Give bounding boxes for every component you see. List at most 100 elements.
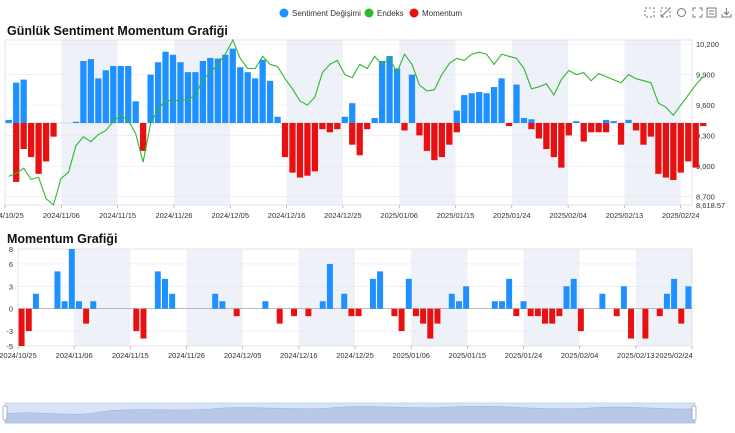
x-tick-label: 2025/01/24	[493, 211, 531, 220]
momentum-bar	[550, 123, 557, 158]
momentum-positive-bar	[491, 301, 498, 309]
momentum-negative-bar	[628, 308, 635, 339]
momentum-bar	[401, 123, 408, 131]
momentum-bar	[588, 123, 595, 133]
momentum-bar	[140, 123, 147, 151]
slider-preview-area	[4, 405, 696, 424]
sentiment-bar	[87, 59, 95, 123]
momentum-negative-bar	[534, 308, 541, 317]
momentum-bar	[35, 123, 42, 174]
momentum-positive-bar	[377, 271, 384, 309]
momentum-positive-bar	[154, 271, 161, 309]
data-zoom-slider[interactable]	[2, 402, 697, 424]
chart2-band	[411, 249, 468, 346]
y-right-tick-label: 8,618.57	[696, 201, 725, 210]
momentum-positive-bar	[341, 293, 348, 309]
momentum-negative-bar	[305, 308, 312, 317]
x-tick-label: 2024/11/15	[99, 211, 136, 220]
y-right-tick-label: 8,700	[696, 193, 715, 202]
sentiment-bar	[528, 119, 535, 123]
momentum-negative-bar	[18, 308, 25, 346]
momentum-bar	[296, 123, 304, 178]
save-image-icon[interactable]	[721, 8, 732, 18]
x-tick-label: 2025/02/24	[662, 211, 700, 220]
toolbar	[644, 7, 732, 18]
momentum-bar	[349, 123, 356, 145]
legend-item-index[interactable]: Endeks	[364, 8, 404, 19]
sentiment-bar	[483, 93, 490, 123]
momentum-negative-bar	[355, 308, 362, 317]
momentum-bar	[453, 123, 460, 133]
x-tick-label: 2024/12/25	[336, 351, 374, 360]
momentum-positive-bar	[32, 293, 39, 309]
momentum-negative-bar	[678, 308, 685, 324]
legend[interactable]: Sentiment Değişimi Endeks Momentum	[279, 8, 463, 19]
sentiment-bar	[520, 118, 528, 123]
sentiment-bar	[259, 59, 266, 123]
slider-handle-left[interactable]	[2, 405, 8, 421]
x-tick-label: 2025/01/06	[380, 211, 418, 220]
data-view-icon[interactable]	[706, 7, 717, 18]
momentum-positive-bar	[671, 278, 678, 309]
momentum-negative-bar	[513, 308, 520, 317]
slider-handle-right[interactable]	[691, 405, 697, 421]
x-tick-label: 2024/11/26	[155, 211, 192, 220]
momentum-bar	[446, 123, 453, 145]
x-tick-label: 2024/10/25	[0, 211, 24, 220]
sentiment-bar	[468, 93, 475, 123]
zoom-reset-icon[interactable]	[660, 7, 671, 18]
sentiment-bar	[371, 118, 378, 123]
momentum-positive-bar	[54, 271, 61, 309]
legend-item-momentum[interactable]: Momentum	[409, 8, 463, 19]
momentum-negative-bar	[276, 308, 283, 324]
x-tick-label: 2024/12/16	[268, 211, 306, 220]
x-tick-label: 2024/11/06	[56, 351, 93, 360]
y-tick-label: 3	[9, 282, 13, 291]
zoom-icon[interactable]	[644, 7, 655, 18]
momentum-negative-bar	[391, 308, 398, 317]
x-tick-label: 2024/11/06	[43, 211, 80, 220]
restore-icon[interactable]	[677, 8, 686, 17]
sentiment-bar	[13, 82, 20, 123]
momentum-bar	[640, 123, 647, 145]
momentum-positive-bar	[599, 293, 606, 309]
sentiment-bar	[20, 79, 27, 123]
legend-momentum-label: Momentum	[422, 9, 462, 18]
sentiment-bar	[513, 84, 520, 123]
chart1-band	[624, 40, 681, 205]
momentum-negative-bar	[133, 308, 140, 332]
momentum-negative-bar	[412, 308, 419, 317]
legend-item-sentiment[interactable]: Sentiment Değişimi	[279, 8, 362, 19]
x-tick-label: 2025/01/06	[392, 351, 430, 360]
momentum-negative-bar	[577, 308, 584, 332]
sentiment-bar	[80, 61, 87, 123]
sentiment-bar	[573, 121, 580, 123]
momentum-bar	[281, 123, 289, 158]
sentiment-bar	[95, 78, 102, 123]
momentum-bar	[647, 123, 655, 137]
sentiment-bar	[192, 72, 199, 123]
momentum-positive-bar	[448, 293, 455, 309]
momentum-positive-bar	[219, 301, 226, 309]
momentum-positive-bar	[620, 286, 627, 309]
sentiment-bar	[610, 121, 617, 123]
x-tick-label: 2025/02/13	[617, 351, 655, 360]
momentum-bar	[334, 123, 341, 130]
x-tick-label: 2025/01/24	[505, 351, 543, 360]
sentiment-bar	[162, 51, 169, 124]
sentiment-bar	[199, 61, 207, 123]
momentum-negative-bar	[291, 308, 298, 317]
x-tick-label: 2024/12/05	[224, 351, 262, 360]
sentiment-bar	[222, 54, 229, 123]
momentum-bar	[364, 123, 371, 130]
momentum-bar	[326, 123, 333, 133]
momentum-positive-bar	[520, 301, 527, 309]
sentiment-bar	[72, 121, 80, 123]
momentum-negative-bar	[434, 308, 441, 324]
fullscreen-icon[interactable]	[692, 7, 703, 18]
momentum-positive-bar	[75, 301, 82, 309]
momentum-bar	[13, 123, 20, 182]
momentum-bar	[677, 123, 684, 173]
chart1-band	[511, 40, 569, 205]
sentiment-bar	[207, 57, 214, 123]
